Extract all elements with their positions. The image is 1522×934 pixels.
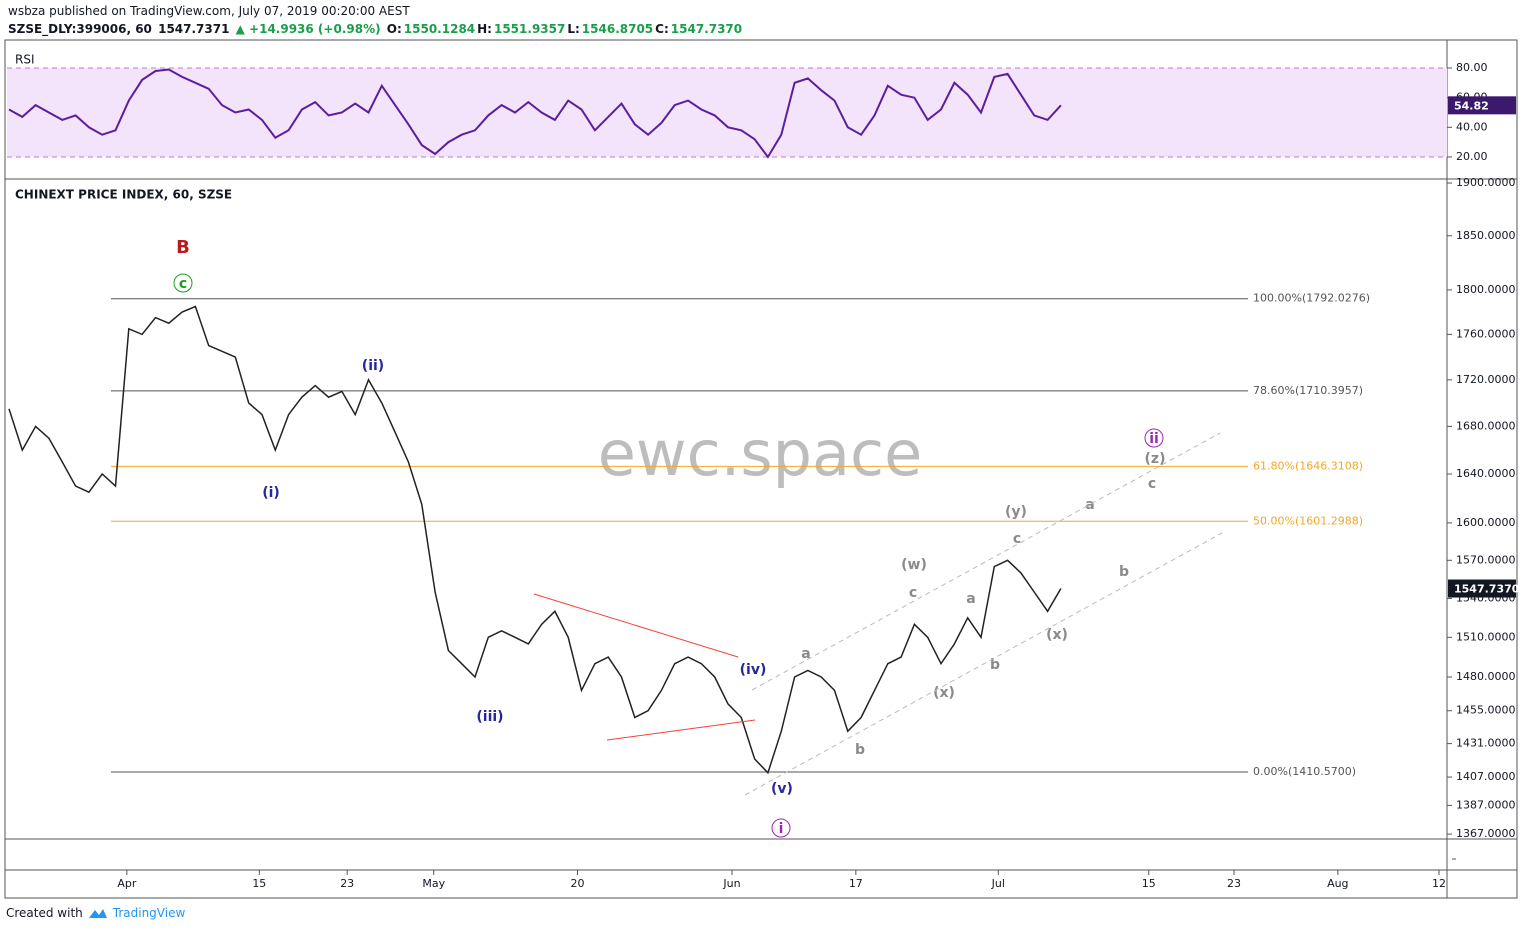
symbol: SZSE_DLY:399006, 60 [8, 22, 152, 36]
x-tick-label: Jul [991, 877, 1005, 890]
change: ▲ +14.9936 (+0.98%) [235, 22, 381, 36]
x-tick-label: 15 [252, 877, 266, 890]
ohlc-label: C: [655, 22, 669, 36]
series-line [8, 68, 1062, 159]
fib-label: 78.60%(1710.3957) [1253, 384, 1363, 397]
x-tick-label: Jun [722, 877, 740, 890]
wave-label: (i) [262, 485, 280, 501]
x-tick-label: May [422, 877, 445, 890]
wave-label: ii [1149, 431, 1159, 447]
wave-label: c [1148, 476, 1156, 492]
wave-label: a [1085, 497, 1094, 513]
wave-circle [771, 818, 791, 838]
wave-label: b [1119, 564, 1129, 580]
fib-label: 61.80%(1646.3108) [1253, 459, 1363, 472]
y-tick-label: 1480.0000 [1456, 670, 1516, 683]
ohlc-label: O: [386, 22, 402, 36]
wave-label: B [176, 237, 190, 258]
x-tick-label: 15 [1142, 877, 1156, 890]
ohlc-label: H: [477, 22, 492, 36]
channel-line [744, 532, 1223, 796]
y-tick-label: 1900.0000 [1456, 176, 1516, 189]
last: 1547.7371 [158, 22, 230, 36]
y-tick-label: 20.00 [1456, 150, 1488, 163]
series-line [8, 305, 1062, 775]
x-tick-label: Aug [1327, 877, 1348, 890]
y-tick-label: 1431.0000 [1456, 737, 1516, 750]
wave-label: (y) [1005, 504, 1027, 520]
y-tick-label: 80.00 [1456, 61, 1488, 74]
rsi-title: RSI [15, 53, 35, 67]
fib-label: 100.00%(1792.0276) [1253, 292, 1370, 305]
y-tick-label: 1680.0000 [1456, 419, 1516, 432]
created: Created with [6, 906, 83, 920]
y-tick-label: 1510.0000 [1456, 630, 1516, 643]
y-tick-label: 1455.0000 [1456, 704, 1516, 717]
rsi-band [7, 68, 1447, 157]
price-tag [1448, 579, 1516, 598]
wave-circle [1144, 428, 1164, 448]
wave-label: c [909, 585, 917, 601]
x-tick-label: Apr [117, 877, 137, 890]
price-tag [1448, 96, 1516, 115]
wave-label: (ii) [362, 358, 384, 374]
ohlc-value: 1550.1284 [403, 22, 476, 36]
price-tag-label: 54.82 [1454, 99, 1489, 112]
price-tag-label: 1547.7370 [1454, 583, 1520, 596]
wave-label: i [779, 821, 784, 837]
chart: RSI CHINEXT PRICE INDEX, 60, SZSE ewc.sp… [4, 39, 1520, 899]
ohlc-label: L: [567, 22, 580, 36]
price-title: CHINEXT PRICE INDEX, 60, SZSE [15, 188, 232, 202]
wave-label: a [801, 646, 810, 662]
logo [88, 909, 107, 918]
channel-line [751, 432, 1221, 691]
wave-label: a [966, 591, 975, 607]
x-tick-label: 23 [1227, 877, 1241, 890]
y-tick-label: 1387.0000 [1456, 798, 1516, 811]
wave-label: (iii) [476, 709, 503, 725]
fib-label: 50.00%(1601.2988) [1253, 514, 1363, 527]
y-tick-label: 1640.0000 [1456, 467, 1516, 480]
ohlc: O: 1550.1284 H: 1551.9357 L: 1546.8705 C: 1547.… [387, 22, 744, 36]
plot: 100.00%(1792.0276) 78.60%(1710.3957) 61.80… [7, 67, 1447, 838]
publisher: wsbza published on TradingView.com, July… [8, 4, 410, 18]
y-tick-label: 1570.0000 [1456, 553, 1516, 566]
ohlc-value: 1546.8705 [581, 22, 654, 36]
fib-label: 0.00%(1410.5700) [1253, 765, 1356, 778]
y-tick-label: 40.00 [1456, 120, 1488, 133]
footer: Created with TradingView [6, 906, 185, 920]
wave-circle [173, 273, 193, 293]
symbol-line: SZSE_DLY:399006, 60 1547.7371 ▲ +14.9936… [8, 22, 746, 36]
wave-label: (x) [1046, 627, 1068, 643]
y-tick-label: 1367.0000 [1456, 827, 1516, 840]
brand: TradingView [112, 906, 186, 920]
y-tick-label: 1760.0000 [1456, 327, 1516, 340]
x-tick-label: 12 [1432, 877, 1446, 890]
wave-label: b [855, 742, 865, 758]
x-tick-label: 17 [849, 877, 863, 890]
y-tick-label: 1850.0000 [1456, 229, 1516, 242]
wave-label: b [990, 657, 1000, 673]
wave-label: (v) [771, 781, 793, 797]
frame [4, 39, 1518, 899]
ohlc-value: 1551.9357 [493, 22, 566, 36]
trendline [606, 719, 756, 741]
ohlc-value: 1547.7370 [670, 22, 743, 36]
wave-label: c [179, 276, 187, 292]
watermark: ewc.space [598, 417, 923, 490]
x-tick-label: 23 [340, 877, 354, 890]
trendline [533, 593, 739, 658]
wave-label: (iv) [740, 662, 767, 678]
y-tick-label: 1407.0000 [1456, 770, 1516, 783]
wave-label: (x) [933, 685, 955, 701]
wave-label: (z) [1145, 451, 1166, 467]
wave-label: c [1013, 531, 1021, 547]
y-tick-label: 1800.0000 [1456, 283, 1516, 296]
x-tick-label: 20 [571, 877, 585, 890]
wave-label: (w) [901, 557, 927, 573]
y-tick-label: 1600.0000 [1456, 516, 1516, 529]
y-tick-label: 1720.0000 [1456, 373, 1516, 386]
